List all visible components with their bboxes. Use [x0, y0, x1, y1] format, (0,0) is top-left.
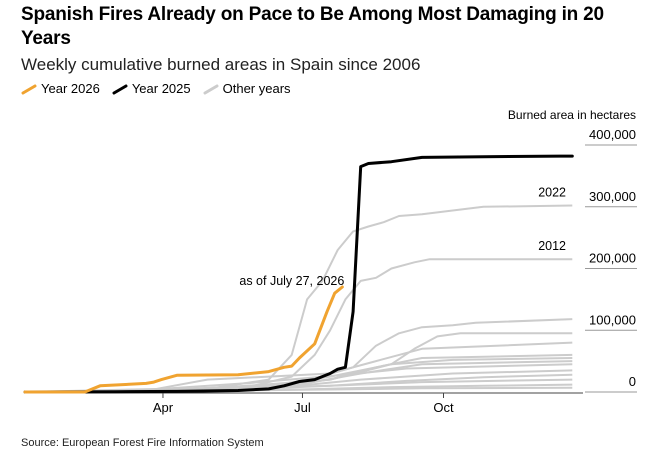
legend-line-2025 [112, 84, 128, 95]
legend-item-other: Other years [203, 81, 291, 96]
chart-title: Spanish Fires Already on Pace to Be Amon… [21, 4, 604, 49]
y-tick-label: 100,000 [589, 312, 636, 327]
annotation-label: as of July 27, 2026 [239, 274, 344, 288]
series-other-years [24, 204, 573, 393]
x-tick-label: Oct [433, 400, 454, 415]
x-tick-label: Apr [153, 400, 174, 415]
series-line-year-2026 [23, 285, 344, 394]
y-tick-label: 200,000 [589, 251, 636, 266]
legend-label-other: Other years [222, 81, 291, 96]
y-tick-label: 300,000 [589, 189, 636, 204]
y-tick-label: 0 [629, 374, 636, 389]
annotation-label: 2022 [538, 186, 566, 200]
series-highlighted [23, 154, 574, 394]
legend-item-2025: Year 2025 [112, 81, 191, 96]
legend-label-2026: Year 2026 [41, 81, 100, 96]
x-tick-label: Jul [294, 400, 311, 415]
source-note: Source: European Forest Fire Information… [21, 437, 264, 449]
legend-swatch-2026 [21, 83, 37, 95]
annotation-label: 2012 [538, 239, 566, 253]
legend-swatch-2025 [112, 83, 128, 95]
chart-subtitle: Weekly cumulative burned areas in Spain … [21, 55, 421, 74]
y-tick-label: 400,000 [589, 127, 636, 142]
y-axis-title: Burned area in hectares [508, 108, 636, 122]
legend-line-2026 [21, 84, 37, 95]
series-line-other-year [24, 363, 573, 393]
y-axis-labels: 0 100,000 200,000 300,000 400,000 [589, 127, 636, 389]
legend-swatch-other [203, 83, 219, 95]
legend-item-2026: Year 2026 [21, 81, 100, 96]
legend-label-2025: Year 2025 [131, 81, 191, 96]
annotations: as of July 27, 2026 2022 2012 [239, 186, 566, 289]
series-line-2022 [24, 204, 573, 393]
series-line-year-2025 [23, 154, 574, 394]
legend-line-other [203, 84, 219, 95]
legend: Year 2026 Year 2025 Other years [21, 81, 303, 96]
x-axis: Apr Jul Oct [25, 392, 583, 415]
gridlines [585, 144, 637, 393]
